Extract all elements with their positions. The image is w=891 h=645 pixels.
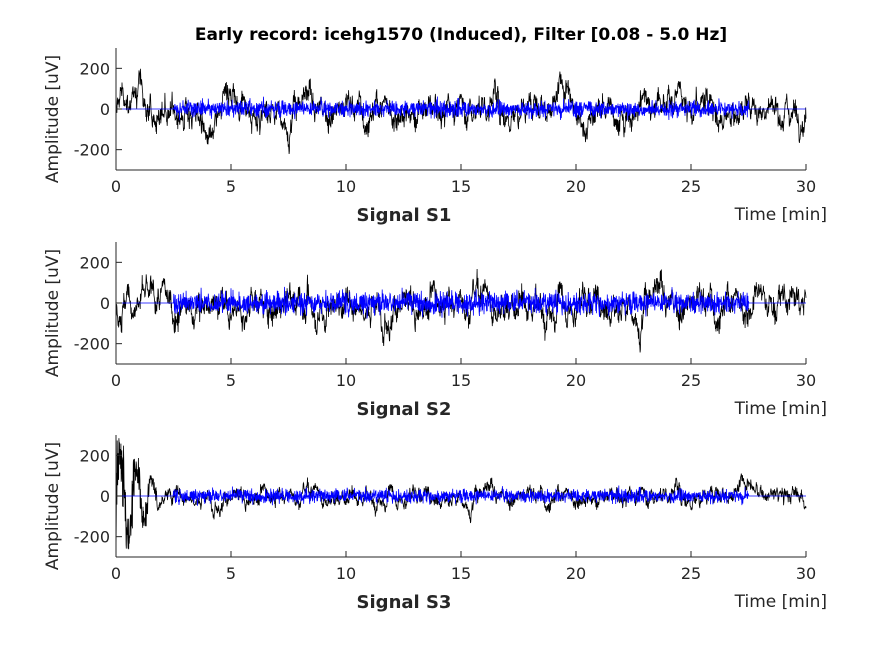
x-tick-label: 5 — [226, 371, 236, 390]
y-axis-label: Amplitude [uV] — [43, 249, 63, 377]
x-tick-label: 25 — [681, 177, 701, 196]
y-tick-label: 0 — [100, 487, 110, 506]
x-tick-label: 25 — [681, 371, 701, 390]
series-filtered-line — [116, 485, 806, 506]
y-tick-label: 0 — [100, 294, 110, 313]
y-axis-label: Amplitude [uV] — [43, 55, 63, 183]
series-filtered-line — [116, 96, 806, 121]
x-tick-label: 15 — [451, 177, 471, 196]
series-raw-line — [115, 68, 807, 155]
chart-title: Early record: icehg1570 (Induced), Filte… — [195, 25, 727, 45]
x-unit-label: Time [min] — [734, 399, 827, 419]
x-tick-label: 10 — [336, 371, 356, 390]
x-tick-label: 30 — [796, 371, 816, 390]
x-tick-label: 20 — [566, 564, 586, 583]
x-tick-label: 15 — [451, 371, 471, 390]
x-tick-label: 25 — [681, 564, 701, 583]
y-tick-label: 200 — [79, 446, 110, 465]
y-tick-label: 200 — [79, 59, 110, 78]
x-tick-label: 5 — [226, 177, 236, 196]
y-tick-label: -200 — [74, 335, 110, 354]
y-axis-label: Amplitude [uV] — [43, 442, 63, 570]
y-tick-label: -200 — [74, 528, 110, 547]
x-tick-label: 30 — [796, 177, 816, 196]
x-tick-label: 5 — [226, 564, 236, 583]
y-tick-label: -200 — [74, 141, 110, 160]
x-axis-label: Signal S1 — [357, 205, 452, 226]
x-axis-label: Signal S3 — [357, 592, 452, 613]
y-tick-label: 0 — [100, 100, 110, 119]
series-filtered-line — [116, 286, 806, 319]
x-tick-label: 20 — [566, 371, 586, 390]
x-unit-label: Time [min] — [734, 592, 827, 612]
x-tick-label: 0 — [111, 177, 121, 196]
x-tick-label: 20 — [566, 177, 586, 196]
x-tick-label: 0 — [111, 371, 121, 390]
x-tick-label: 10 — [336, 177, 356, 196]
x-tick-label: 30 — [796, 564, 816, 583]
x-unit-label: Time [min] — [734, 205, 827, 225]
x-axis-label: Signal S2 — [357, 399, 452, 420]
x-tick-label: 15 — [451, 564, 471, 583]
y-tick-label: 200 — [79, 253, 110, 272]
x-tick-label: 10 — [336, 564, 356, 583]
x-tick-label: 0 — [111, 564, 121, 583]
